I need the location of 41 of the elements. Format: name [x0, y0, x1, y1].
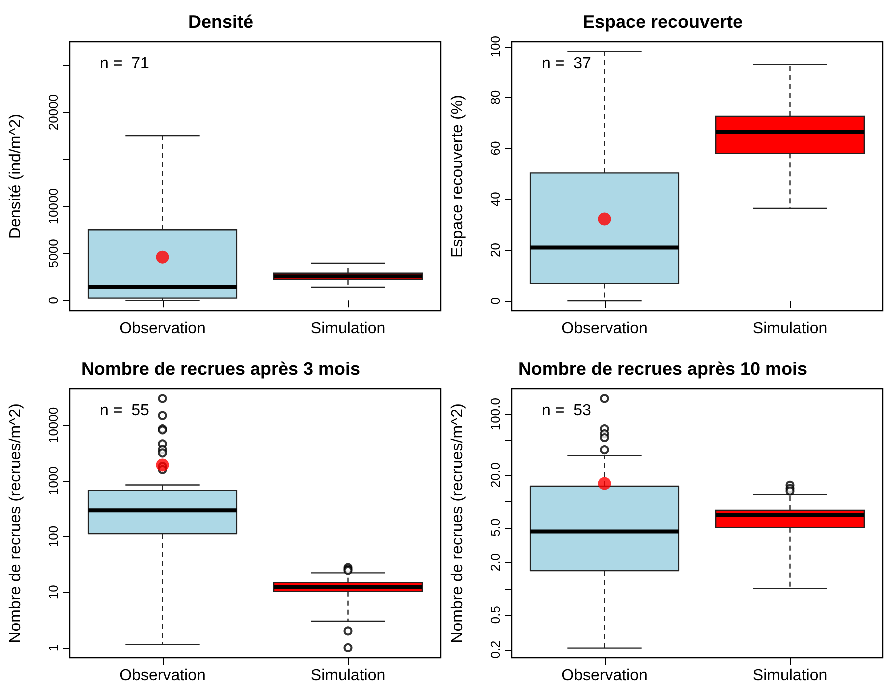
y-tick-label: 0.2: [488, 640, 503, 659]
chart-title: Nombre de recrues après 10 mois: [518, 359, 808, 379]
y-tick-label: 20000: [46, 94, 61, 131]
y-axis-title: Nombre de recrues (recrues/m^2): [8, 404, 24, 644]
y-axis-title: Espace recouverte (%): [450, 95, 466, 258]
y-tick-label: 5.0: [488, 518, 503, 537]
annotation: n = 55: [100, 402, 150, 420]
y-tick-label: 10: [46, 585, 61, 600]
x-tick-label: Simulation: [310, 668, 386, 684]
y-tick-label: 60: [488, 141, 503, 156]
y-tick-label: 40: [488, 192, 503, 207]
y-tick-label: 2.0: [488, 553, 503, 572]
y-tick-label: 10000: [46, 188, 61, 225]
y-tick-label: 1: [46, 644, 61, 652]
y-tick-label: 100: [46, 526, 61, 548]
y-tick-label: 20.0: [488, 462, 503, 488]
annotation: n = 71: [100, 56, 150, 72]
y-tick-label: 80: [488, 90, 503, 105]
x-tick-label: Simulation: [752, 668, 828, 684]
y-tick-label: 5000: [46, 239, 61, 268]
x-tick-label: Observation: [120, 320, 206, 338]
x-tick-label: Simulation: [310, 320, 386, 338]
y-tick-label: 100: [488, 36, 503, 58]
y-tick-label: 10000: [46, 407, 61, 444]
annotation: n = 37: [542, 56, 592, 72]
y-tick-label: 0: [488, 297, 503, 305]
x-tick-label: Observation: [120, 668, 206, 684]
y-tick-label: 1000: [46, 466, 61, 496]
y-axis-title: Densité (ind/m^2): [8, 114, 24, 239]
x-tick-label: Observation: [562, 668, 648, 684]
chart-title: Densité: [188, 12, 254, 32]
x-tick-label: Observation: [562, 320, 648, 338]
chart-title: Nombre de recrues après 3 mois: [81, 359, 361, 379]
annotation: n = 53: [542, 402, 592, 420]
y-tick-label: 0.5: [488, 606, 503, 624]
y-tick-label: 20: [488, 243, 503, 258]
y-tick-label: 0: [46, 297, 61, 304]
chart-title: Espace recouverte: [582, 12, 744, 32]
x-tick-label: Simulation: [752, 320, 828, 338]
y-tick-label: 100.0: [488, 398, 503, 431]
y-axis-title: Nombre de recrues (recrues/m^2): [450, 404, 466, 644]
